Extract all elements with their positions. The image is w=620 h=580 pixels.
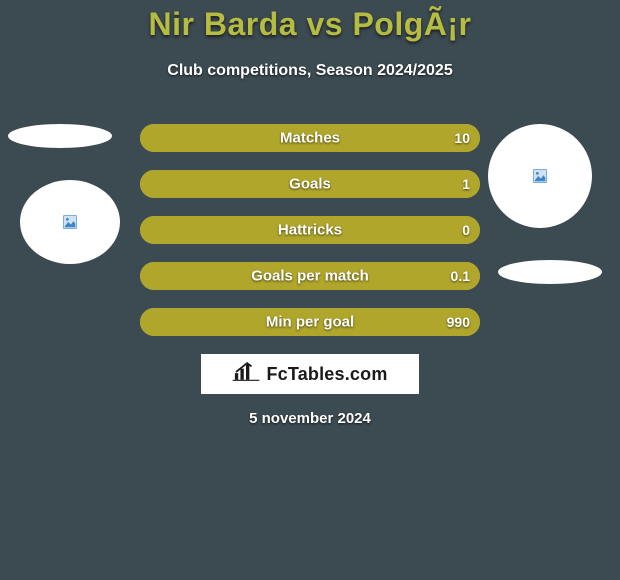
stat-bar-value: 1 (462, 176, 470, 192)
left-player-circle (20, 180, 120, 264)
stat-bar-row: Goals1 (140, 170, 480, 198)
comparison-bars: Matches10Goals1Hattricks0Goals per match… (140, 124, 480, 354)
image-placeholder-icon (63, 215, 77, 229)
brand-text: FcTables.com (266, 364, 387, 385)
date-text: 5 november 2024 (0, 410, 620, 427)
stat-bar-row: Goals per match0.1 (140, 262, 480, 290)
image-placeholder-icon (533, 169, 547, 183)
brand-box: FcTables.com (201, 354, 419, 394)
bar-chart-icon (232, 362, 260, 387)
stat-bar-value: 0 (462, 222, 470, 238)
stat-bar-label: Min per goal (140, 314, 480, 331)
page-subtitle: Club competitions, Season 2024/2025 (0, 62, 620, 80)
right-player-circle (488, 124, 592, 228)
page-title: Nir Barda vs PolgÃ¡r (0, 6, 620, 43)
infographic-stage: Nir Barda vs PolgÃ¡r Club competitions, … (0, 0, 620, 580)
stat-bar-label: Goals (140, 176, 480, 193)
stat-bar-label: Goals per match (140, 268, 480, 285)
stat-bar-value: 10 (454, 130, 470, 146)
stat-bar-row: Hattricks0 (140, 216, 480, 244)
right-player-ellipse (498, 260, 602, 284)
stat-bar-row: Min per goal990 (140, 308, 480, 336)
stat-bar-value: 990 (447, 314, 470, 330)
left-player-ellipse (8, 124, 112, 148)
stat-bar-label: Matches (140, 130, 480, 147)
stat-bar-value: 0.1 (451, 268, 470, 284)
stat-bar-row: Matches10 (140, 124, 480, 152)
stat-bar-label: Hattricks (140, 222, 480, 239)
